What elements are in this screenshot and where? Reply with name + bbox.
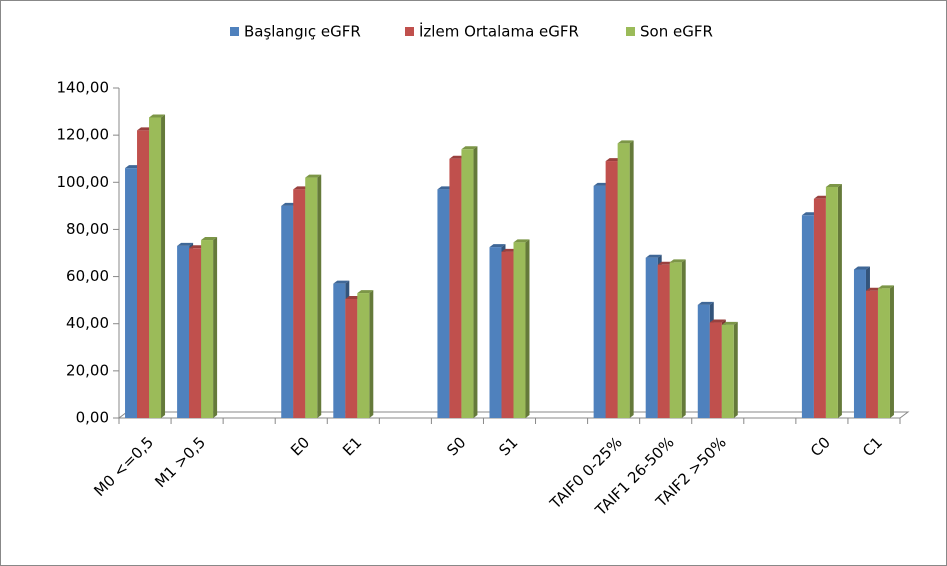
bar bbox=[345, 298, 358, 418]
y-tick-label: 40,00 bbox=[66, 314, 109, 332]
bar-side bbox=[161, 114, 166, 418]
bar-side bbox=[213, 237, 218, 418]
y-tick-label: 120,00 bbox=[57, 126, 110, 144]
bar bbox=[513, 242, 526, 418]
bar bbox=[305, 177, 318, 418]
bar bbox=[593, 185, 606, 418]
bar-top bbox=[877, 285, 894, 289]
bar-top bbox=[513, 239, 530, 243]
bar-top bbox=[489, 244, 506, 248]
bar-top bbox=[357, 290, 374, 294]
bar bbox=[489, 247, 502, 418]
bar-side bbox=[473, 146, 478, 419]
bar bbox=[149, 117, 162, 418]
bar bbox=[137, 130, 150, 418]
bar bbox=[281, 205, 294, 418]
y-tick-label: 20,00 bbox=[66, 361, 109, 379]
bar-top bbox=[669, 259, 686, 263]
bar bbox=[697, 304, 710, 418]
bar-top bbox=[721, 321, 738, 325]
bar-top bbox=[177, 242, 194, 246]
bar bbox=[357, 293, 370, 418]
bar-top bbox=[333, 280, 350, 284]
bar bbox=[501, 251, 514, 418]
bar-side bbox=[525, 239, 530, 418]
bar-top bbox=[617, 140, 634, 144]
bar bbox=[617, 143, 630, 418]
bar-top bbox=[825, 184, 842, 187]
legend-label: İzlem Ortalama eGFR bbox=[419, 22, 579, 41]
bar bbox=[865, 290, 878, 418]
bar bbox=[877, 288, 890, 418]
bar-top bbox=[697, 301, 714, 305]
legend-label: Başlangıç eGFR bbox=[244, 23, 361, 41]
bar bbox=[801, 215, 814, 418]
bar-top bbox=[645, 254, 662, 258]
bar-top bbox=[709, 319, 726, 323]
legend-label: Son eGFR bbox=[640, 23, 713, 41]
bar bbox=[177, 245, 190, 418]
bar-top bbox=[305, 174, 322, 178]
bar bbox=[189, 248, 202, 418]
bar-top bbox=[201, 237, 218, 241]
bar-side bbox=[317, 174, 322, 418]
legend-swatch bbox=[405, 27, 414, 36]
bar bbox=[825, 187, 838, 418]
bar bbox=[721, 324, 734, 418]
bar bbox=[813, 198, 826, 418]
bar bbox=[437, 189, 450, 418]
bar-top bbox=[853, 266, 870, 270]
bar-side bbox=[837, 184, 842, 418]
bar bbox=[709, 322, 722, 418]
bar-side bbox=[733, 321, 738, 418]
bar-top bbox=[461, 146, 478, 150]
y-tick-label: 80,00 bbox=[66, 220, 109, 238]
bar bbox=[333, 283, 346, 418]
bar bbox=[461, 149, 474, 419]
y-tick-label: 140,00 bbox=[57, 79, 110, 97]
bar bbox=[449, 158, 462, 418]
bar bbox=[669, 262, 682, 418]
bar-side bbox=[369, 290, 374, 418]
bar bbox=[657, 264, 670, 418]
bar bbox=[645, 257, 658, 418]
y-tick-label: 100,00 bbox=[57, 173, 110, 191]
bar bbox=[853, 269, 866, 418]
y-tick-label: 0,00 bbox=[76, 409, 109, 427]
bar-side bbox=[629, 140, 634, 418]
bar-top bbox=[149, 114, 166, 118]
legend-swatch bbox=[626, 27, 635, 36]
y-tick-label: 60,00 bbox=[66, 267, 109, 285]
bar bbox=[125, 168, 138, 418]
bar bbox=[293, 189, 306, 418]
bar bbox=[201, 240, 214, 418]
legend-swatch bbox=[230, 27, 239, 36]
bar-side bbox=[681, 259, 686, 418]
bar-side bbox=[889, 285, 894, 418]
bar bbox=[605, 161, 618, 419]
